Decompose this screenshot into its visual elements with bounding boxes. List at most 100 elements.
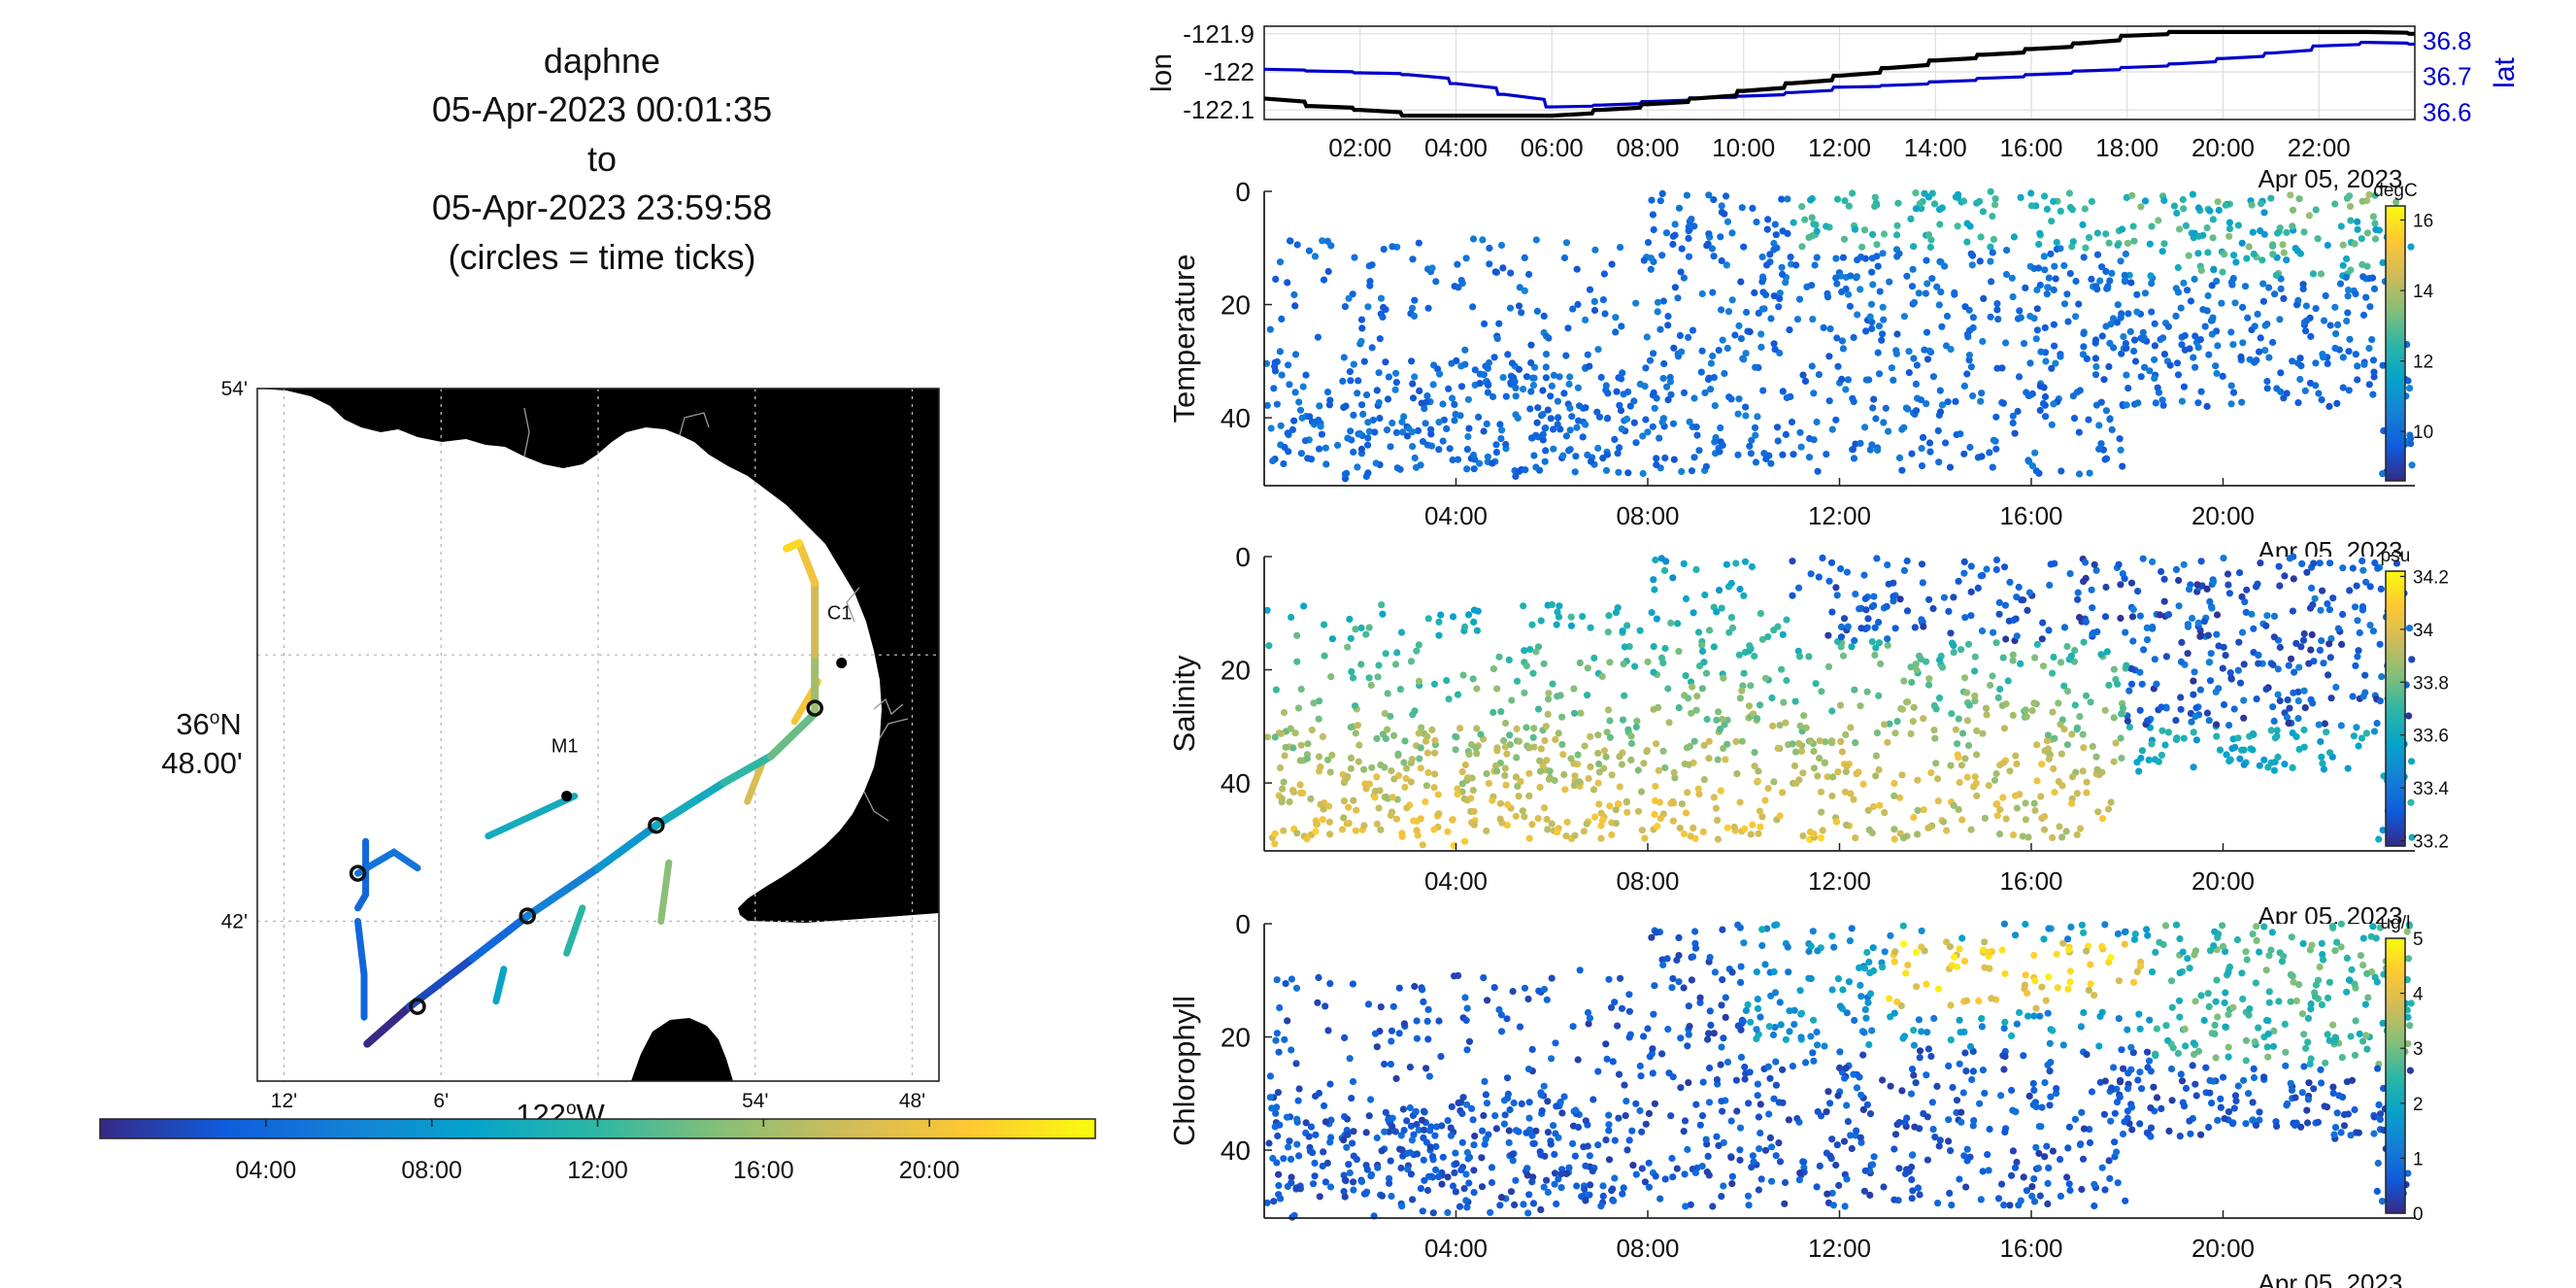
chlorophyll-point [1765, 1110, 1773, 1118]
temperature-point [1746, 442, 1754, 450]
salinity-point [1758, 813, 1766, 821]
chlorophyll-x-tick-1: 08:00 [1616, 1234, 1679, 1263]
salinity-point [1549, 680, 1556, 688]
salinity-point [1344, 643, 1352, 651]
chlorophyll-point [2168, 1003, 2176, 1011]
salinity-point [1354, 722, 1361, 729]
salinity-point [2031, 806, 2039, 815]
temperature-point [1867, 300, 1876, 308]
chlorophyll-point [1850, 1070, 1857, 1078]
chlorophyll-point [1771, 989, 1780, 997]
temperature-point [1698, 347, 1706, 355]
salinity-point [1797, 747, 1806, 756]
lonlat-x-tick-2: 06:00 [1521, 133, 1584, 162]
salinity-point [2156, 611, 2164, 619]
chlorophyll-point [1773, 921, 1781, 929]
temperature-point [2339, 384, 2347, 391]
chlorophyll-point [2143, 1129, 2151, 1136]
temperature-point [2277, 285, 2285, 292]
chlorophyll-point [1406, 1064, 1414, 1071]
chlorophyll-point [1275, 1170, 1283, 1178]
chlorophyll-point [1887, 1082, 1894, 1090]
chlorophyll-point [1395, 984, 1403, 992]
salinity-point [1431, 736, 1439, 744]
chlorophyll-point [2304, 1014, 2312, 1022]
salinity-point [1388, 794, 1396, 801]
chlorophyll-ylabel: Chlorophyll [1167, 996, 1201, 1146]
salinity-point [1445, 695, 1453, 703]
temperature-point [1854, 311, 1861, 319]
chlorophyll-point [1381, 1128, 1388, 1135]
temperature-point [1846, 302, 1854, 310]
temperature-point [2164, 322, 2172, 330]
chlorophyll-point [2063, 1173, 2071, 1181]
temperature-point [2309, 270, 2318, 278]
salinity-point [1493, 744, 1501, 752]
salinity-point [1594, 749, 1602, 758]
salinity-point [1391, 661, 1400, 668]
temperature-point [1936, 408, 1945, 416]
chlorophyll-point [2262, 966, 2270, 974]
salinity-point [1680, 830, 1688, 838]
temperature-point [2244, 314, 2252, 322]
chlorophyll-point [1403, 1117, 1411, 1125]
salinity-point [1620, 661, 1627, 668]
salinity-point [1736, 695, 1744, 702]
temperature-point [2347, 266, 2355, 274]
salinity-point [2082, 574, 2090, 583]
temperature-point [2130, 336, 2139, 344]
salinity-point [1740, 592, 1748, 599]
chlorophyll-point [1509, 988, 1517, 996]
chlorophyll-point [2219, 1073, 2227, 1081]
chlorophyll-point [1424, 1005, 1432, 1013]
temperature-point [1491, 268, 1499, 276]
salinity-point [1695, 791, 1703, 798]
temperature-point [1385, 373, 1392, 381]
temperature-point [1849, 446, 1857, 454]
temperature-point [1350, 411, 1357, 419]
temperature-point [2048, 218, 2056, 225]
chlorophyll-point [2057, 1192, 2064, 1200]
salinity-point [1450, 613, 1457, 621]
temperature-point [1797, 443, 1805, 451]
salinity-point [1377, 826, 1385, 833]
temperature-point [1801, 216, 1809, 223]
salinity-point [1619, 627, 1626, 635]
chlorophyll-point [1294, 1097, 1302, 1104]
chlorophyll-point [1860, 965, 1869, 972]
chlorophyll-point [1525, 1099, 1533, 1106]
salinity-cbar-tick-3: 33.6 [2413, 727, 2449, 747]
chlorophyll-point [1589, 1168, 1596, 1175]
salinity-point [1756, 823, 1764, 830]
chlorophyll-point [1869, 944, 1877, 952]
chlorophyll-point [1784, 943, 1791, 951]
temperature-point [2033, 326, 2041, 334]
temperature-point [2214, 198, 2222, 206]
temperature-point [2243, 254, 2251, 262]
chlorophyll-point [2249, 1116, 2257, 1124]
salinity-point [1927, 769, 1935, 777]
chlorophyll-point [2049, 1027, 2057, 1034]
chlorophyll-point [1638, 1165, 1646, 1172]
salinity-point [2065, 656, 2073, 663]
circles-note: (circles = time ticks) [448, 237, 756, 277]
chlorophyll-point [1915, 1016, 1923, 1024]
temperature-point [1543, 332, 1551, 340]
chlorophyll-point [1890, 1145, 1898, 1153]
temperature-point [1850, 333, 1857, 342]
salinity-point [1517, 777, 1524, 786]
salinity-point [2408, 656, 2416, 663]
salinity-point [2033, 741, 2041, 749]
temperature-point [1865, 376, 1873, 384]
chlorophyll-point [2292, 1094, 2299, 1102]
temperature-point [1492, 449, 1500, 457]
temperature-point [1520, 386, 1527, 393]
salinity-point [1932, 760, 1940, 767]
salinity-point [1963, 773, 1971, 781]
salinity-point [1317, 763, 1324, 771]
chlorophyll-point [1309, 1180, 1318, 1188]
temperature-point [1823, 289, 1831, 297]
chlorophyll-point [2098, 1164, 2106, 1171]
salinity-point [2206, 677, 2215, 685]
salinity-point [1413, 647, 1421, 655]
